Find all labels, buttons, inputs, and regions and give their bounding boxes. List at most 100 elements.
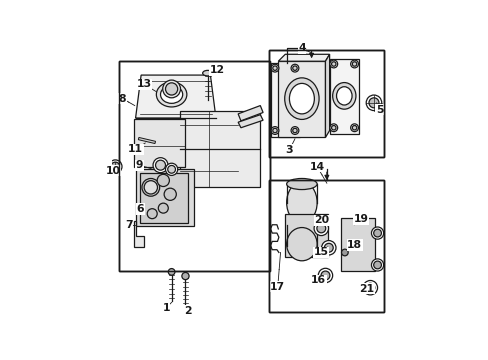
Bar [135,169,193,226]
Circle shape [368,98,378,108]
Circle shape [371,259,383,271]
Text: 17: 17 [270,282,285,292]
Bar [134,120,185,167]
Polygon shape [238,115,263,128]
Circle shape [329,124,337,132]
Bar [270,63,299,136]
Circle shape [350,60,358,68]
Circle shape [158,203,168,213]
Bar [340,218,375,270]
Text: 18: 18 [346,240,361,250]
Circle shape [331,62,335,66]
Circle shape [164,188,176,201]
Polygon shape [133,221,143,247]
Ellipse shape [286,179,317,190]
Circle shape [270,64,278,72]
Circle shape [352,62,356,66]
Bar [268,180,383,312]
Circle shape [272,128,277,133]
Circle shape [292,128,297,133]
Text: 16: 16 [310,275,325,285]
Ellipse shape [202,70,212,76]
Text: 14: 14 [309,162,324,172]
Text: 11: 11 [128,144,143,154]
Circle shape [324,243,332,252]
Text: 6: 6 [137,204,144,214]
Circle shape [270,127,278,134]
Bar [140,173,188,223]
Text: 2: 2 [183,306,191,316]
Bar [268,50,383,157]
Text: 19: 19 [353,214,367,224]
Circle shape [290,64,298,72]
Circle shape [350,124,358,132]
Circle shape [371,227,383,239]
Ellipse shape [160,86,183,103]
Circle shape [373,261,381,269]
Circle shape [290,127,298,134]
Text: 21: 21 [358,284,373,293]
Circle shape [352,126,356,130]
Circle shape [313,221,328,235]
Text: 8: 8 [119,94,126,104]
Circle shape [292,66,297,70]
Circle shape [163,80,180,98]
Circle shape [157,174,169,186]
Circle shape [366,95,381,111]
Ellipse shape [156,82,186,107]
Circle shape [318,268,332,283]
Polygon shape [238,105,263,121]
Ellipse shape [289,84,314,114]
Circle shape [111,162,120,171]
Circle shape [365,283,374,292]
Circle shape [155,160,165,170]
Circle shape [329,60,337,68]
Text: 3: 3 [285,145,293,155]
Bar [329,59,358,134]
Bar [285,214,327,257]
Bar [180,111,260,187]
Ellipse shape [286,182,317,223]
Ellipse shape [284,78,319,120]
Circle shape [363,280,377,295]
Text: 1: 1 [162,303,169,313]
Circle shape [144,181,157,194]
Circle shape [108,160,122,173]
Text: 5: 5 [375,105,383,115]
Text: 10: 10 [106,166,121,176]
Circle shape [153,158,168,173]
Polygon shape [278,54,329,61]
Text: 13: 13 [136,79,151,89]
Bar [119,61,269,270]
Circle shape [168,269,175,275]
Text: 12: 12 [209,66,224,75]
Ellipse shape [336,87,351,105]
Bar [119,61,269,270]
Bar [278,61,325,138]
Circle shape [165,83,177,95]
Circle shape [331,126,335,130]
Circle shape [316,224,325,233]
Bar [268,50,383,157]
Text: 4: 4 [298,43,305,53]
Text: 15: 15 [313,247,328,257]
Polygon shape [138,138,155,144]
Circle shape [167,166,175,173]
Bar [268,50,383,157]
Circle shape [320,271,329,280]
Ellipse shape [332,82,355,109]
Circle shape [272,66,277,70]
Circle shape [142,179,160,196]
Circle shape [165,163,177,175]
Text: 7: 7 [124,220,132,230]
Polygon shape [135,75,216,118]
Circle shape [321,240,335,255]
Bar [119,61,269,270]
Text: 20: 20 [314,215,329,225]
Circle shape [182,273,189,280]
Text: 9: 9 [136,160,143,170]
Circle shape [341,249,347,256]
Polygon shape [325,54,329,138]
Bar [268,180,383,312]
Circle shape [147,209,157,219]
